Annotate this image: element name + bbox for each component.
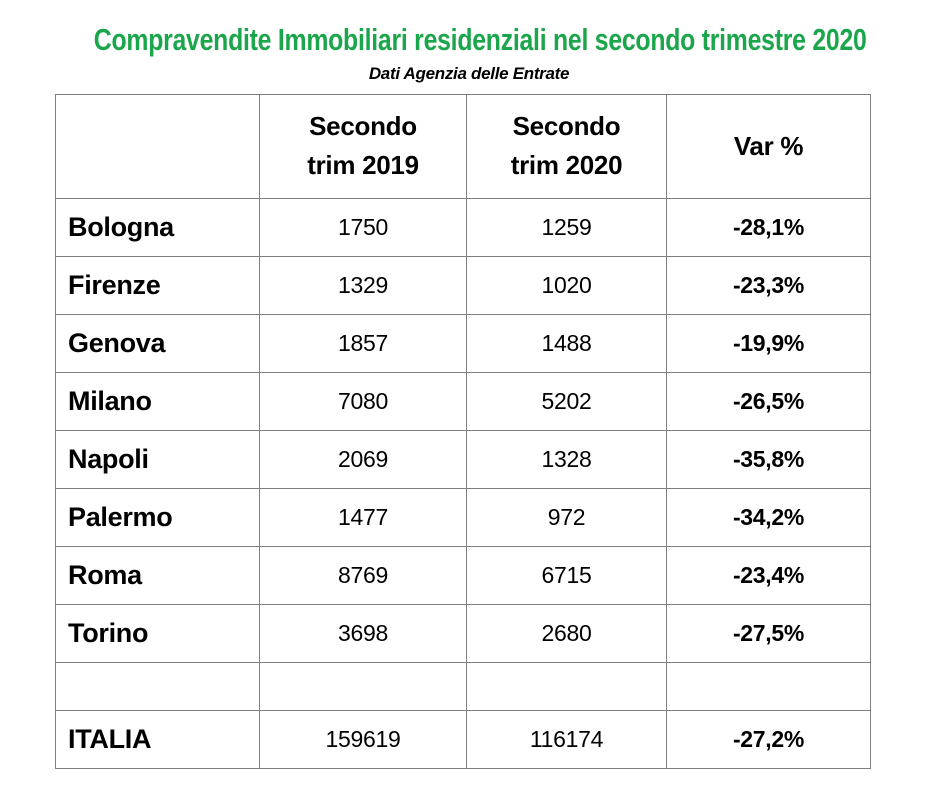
var-pct-cell: -34,2%	[666, 487, 871, 547]
value-2019-cell	[259, 661, 467, 711]
var-pct-cell: -19,9%	[666, 313, 871, 373]
total-row-italia: ITALIA 159619 116174 -27,2%	[55, 709, 871, 769]
value-2020-cell: 116174	[466, 709, 667, 769]
city-cell: Firenze	[55, 255, 260, 315]
value-2019-cell: 2069	[259, 429, 467, 489]
spacer-row	[55, 661, 871, 711]
value-2019-cell: 1857	[259, 313, 467, 373]
table-row-firenze: Firenze 1329 1020 -23,3%	[55, 255, 871, 315]
var-pct-cell: -23,3%	[666, 255, 871, 315]
value-2020-cell: 1488	[466, 313, 667, 373]
value-2019-cell: 1750	[259, 197, 467, 257]
value-2019-cell: 8769	[259, 545, 467, 605]
header-var-pct: Var %	[666, 93, 871, 199]
city-cell: Roma	[55, 545, 260, 605]
header-line: Secondo	[512, 111, 621, 142]
page-subtitle: Dati Agenzia delle Entrate	[368, 63, 570, 83]
var-pct-cell: -35,8%	[666, 429, 871, 489]
var-pct-cell	[666, 661, 871, 711]
city-cell: Milano	[55, 371, 260, 431]
table-row-napoli: Napoli 2069 1328 -35,8%	[55, 429, 871, 489]
table-row-genova: Genova 1857 1488 -19,9%	[55, 313, 871, 373]
value-2019-cell: 7080	[259, 371, 467, 431]
value-2020-cell: 1328	[466, 429, 667, 489]
value-2020-cell: 5202	[466, 371, 667, 431]
value-2019-cell: 159619	[259, 709, 467, 769]
city-cell: Napoli	[55, 429, 260, 489]
table-row-bologna: Bologna 1750 1259 -28,1%	[55, 197, 871, 257]
value-2020-cell	[466, 661, 667, 711]
var-pct-cell: -27,2%	[666, 709, 871, 769]
var-pct-cell: -28,1%	[666, 197, 871, 257]
city-cell: Genova	[55, 313, 260, 373]
table-row-roma: Roma 8769 6715 -23,4%	[55, 545, 871, 605]
header-q2-2020: Secondo trim 2020	[466, 93, 667, 199]
var-pct-cell: -23,4%	[666, 545, 871, 605]
value-2020-cell: 972	[466, 487, 667, 547]
page-title: Compravendite Immobiliari residenziali n…	[93, 22, 867, 57]
header-line: trim 2020	[510, 150, 623, 181]
header-line: Secondo	[309, 111, 417, 142]
city-cell: Bologna	[55, 197, 260, 257]
value-2020-cell: 6715	[466, 545, 667, 605]
city-cell	[55, 661, 260, 711]
header-row: Secondo trim 2019 Secondo trim 2020 Var …	[55, 93, 871, 199]
value-2020-cell: 2680	[466, 603, 667, 663]
value-2019-cell: 3698	[259, 603, 467, 663]
city-cell: Palermo	[55, 487, 260, 547]
table-row-palermo: Palermo 1477 972 -34,2%	[55, 487, 871, 547]
header-q2-2019: Secondo trim 2019	[259, 93, 467, 199]
header-city	[55, 93, 260, 199]
header-line: Var %	[733, 130, 804, 161]
city-cell: Torino	[55, 603, 260, 663]
value-2019-cell: 1329	[259, 255, 467, 315]
value-2020-cell: 1020	[466, 255, 667, 315]
var-pct-cell: -26,5%	[666, 371, 871, 431]
value-2020-cell: 1259	[466, 197, 667, 257]
table-row-torino: Torino 3698 2680 -27,5%	[55, 603, 871, 663]
city-cell: ITALIA	[55, 709, 260, 769]
header-line: trim 2019	[307, 150, 419, 181]
sales-table: Secondo trim 2019 Secondo trim 2020 Var …	[55, 93, 871, 769]
table-row-milano: Milano 7080 5202 -26,5%	[55, 371, 871, 431]
value-2019-cell: 1477	[259, 487, 467, 547]
var-pct-cell: -27,5%	[666, 603, 871, 663]
